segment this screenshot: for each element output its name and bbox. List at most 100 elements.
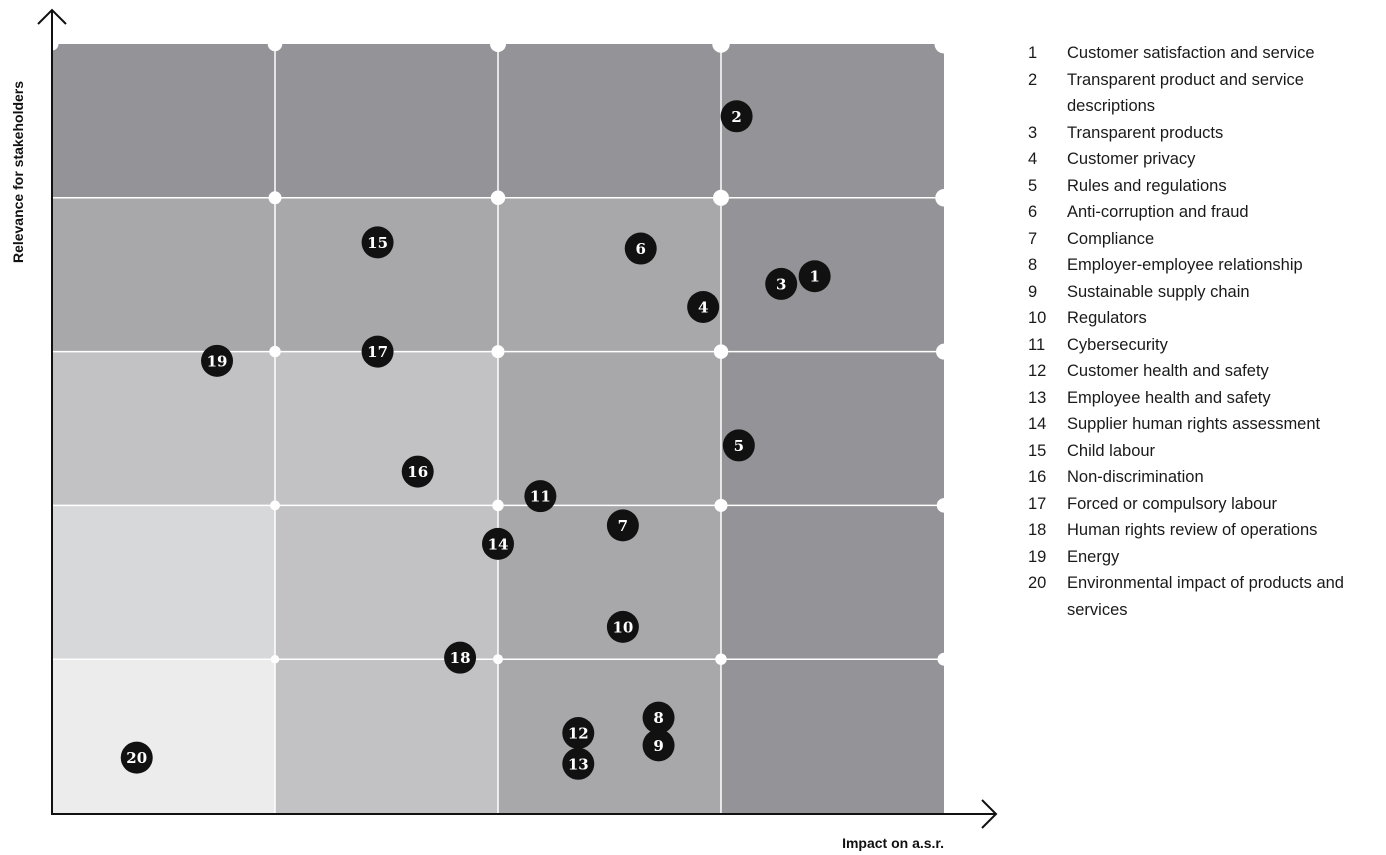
legend-item: 16 Non-discrimination [1028, 464, 1380, 491]
legend-item: 20 Environmental impact of products and s… [1028, 570, 1380, 623]
legend-number: 12 [1028, 362, 1047, 380]
issue-marker: 3 [765, 267, 798, 300]
legend-label: Customer satisfaction and service [1067, 44, 1315, 62]
legend-number: 16 [1028, 468, 1047, 486]
legend-item: 17 Forced or compulsory labour [1028, 491, 1380, 518]
legend-number: 17 [1028, 494, 1047, 513]
issue-marker: 10 [606, 610, 639, 643]
matrix-cell [275, 351, 498, 506]
legend-item: 10 Regulators [1028, 305, 1380, 332]
issue-number-label: 13 [568, 755, 589, 773]
legend-label: Supplier human rights assessment [1067, 415, 1321, 433]
legend-item: 5 Rules and regulations [1028, 173, 1380, 200]
issue-marker: 12 [562, 717, 595, 750]
issue-point [642, 701, 675, 734]
issue-point [562, 747, 595, 780]
issue-number-label: 2 [731, 108, 741, 126]
x-axis-label: Impact on a.s.r. [842, 835, 944, 851]
matrix-cell [721, 44, 944, 198]
matrix-cell [52, 505, 275, 660]
legend-item: 2 Transparent product and service descrip… [1028, 67, 1380, 120]
legend-label: Regulators [1067, 309, 1147, 327]
issue-number-label: 9 [653, 737, 663, 755]
matrix-cell [498, 659, 721, 813]
grid-node-dot [491, 345, 505, 359]
grid-node-dot [936, 498, 952, 513]
issue-number-label: 14 [488, 535, 509, 553]
legend-number: 6 [1028, 203, 1038, 221]
issue-marker: 17 [361, 335, 394, 368]
grid-node-dot [268, 191, 282, 205]
grid-node-dot [712, 35, 730, 53]
matrix-cell [52, 351, 275, 506]
grid-node-dot [714, 498, 728, 512]
legend-number: 10 [1028, 309, 1047, 327]
legend-label: Transparent product and service descript… [1067, 70, 1304, 116]
legend-label: Rules and regulations [1067, 176, 1227, 195]
matrix-cell [52, 659, 275, 813]
matrix-cell [498, 351, 721, 506]
issue-marker: 13 [562, 747, 595, 780]
issue-point [562, 717, 595, 750]
issue-point [687, 290, 720, 323]
legend-number: 14 [1028, 415, 1047, 433]
legend-item: 6 Anti-corruption and fraud [1028, 199, 1380, 226]
issue-marker: 5 [722, 429, 755, 462]
grid-node-dot [490, 36, 506, 52]
issue-number-label: 18 [450, 649, 471, 667]
issue-point [201, 344, 234, 377]
matrix-cell [52, 44, 275, 198]
grid-intersection-dots [45, 34, 954, 666]
legend-label: Non-discrimination [1067, 468, 1204, 486]
grid-node-dot [715, 653, 727, 665]
issue-marker: 2 [720, 100, 753, 133]
matrix-cell [721, 505, 944, 660]
grid-node-dot [937, 652, 951, 666]
issue-marker: 9 [642, 729, 675, 762]
issue-marker: 11 [524, 480, 557, 513]
y-axis-arrow-icon [37, 8, 67, 25]
legend-label: Anti-corruption and fraud [1067, 203, 1249, 221]
legend-number: 15 [1028, 441, 1047, 460]
issue-number-label: 16 [407, 463, 428, 481]
issue-marker: 18 [444, 641, 477, 674]
y-axis-label: Relevance for stakeholders [10, 81, 26, 263]
matrix-cell [275, 505, 498, 660]
grid-node-dot [270, 654, 280, 664]
matrix-cell [498, 44, 721, 198]
issue-point [120, 741, 153, 774]
legend-item: 8 Employer-employee relationship [1028, 252, 1380, 279]
legend-number: 1 [1028, 44, 1038, 62]
grid-node-dot [269, 345, 281, 358]
legend-item: 13 Employee health and safety [1028, 385, 1380, 412]
issue-number-label: 15 [367, 234, 388, 252]
grid-node-dot [492, 499, 504, 512]
legend-item: 4 Customer privacy [1028, 146, 1380, 173]
legend-label: Customer health and safety [1067, 362, 1269, 380]
issue-point [401, 455, 434, 488]
issue-marker: 15 [361, 226, 394, 259]
grid-node-dot [267, 36, 283, 52]
legend-label: Employee health and safety [1067, 388, 1271, 407]
legend-number: 8 [1028, 256, 1038, 274]
legend-label: Child labour [1067, 441, 1156, 460]
matrix-cell [275, 197, 498, 352]
issue-number-label: 8 [653, 709, 663, 727]
legend-item: 18 Human rights review of operations [1028, 517, 1380, 544]
axes [37, 8, 998, 829]
legend-label: Environmental impact of products and ser… [1067, 574, 1344, 619]
legend-item: 11 Cybersecurity [1028, 332, 1380, 359]
issue-marker: 1 [798, 260, 831, 293]
matrix-cells [52, 44, 944, 813]
legend-number: 19 [1028, 547, 1047, 566]
issue-marker: 7 [606, 509, 639, 542]
issue-number-label: 19 [207, 352, 228, 370]
legend-label: Human rights review of operations [1067, 521, 1318, 539]
issue-marker: 20 [120, 741, 153, 774]
grid-node-dot [270, 500, 280, 511]
legend-number: 4 [1028, 150, 1038, 168]
legend-number: 5 [1028, 176, 1038, 195]
legend-label: Forced or compulsory labour [1067, 494, 1278, 513]
